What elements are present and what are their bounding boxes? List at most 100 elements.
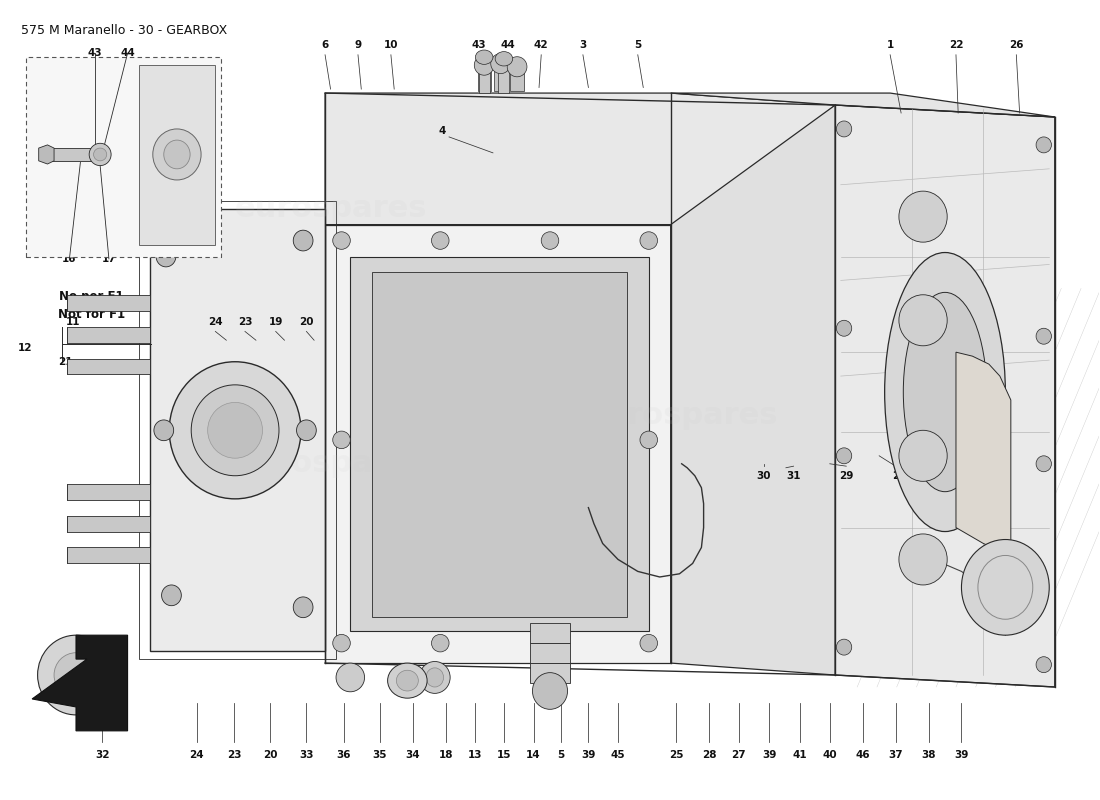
Polygon shape xyxy=(150,209,326,651)
Ellipse shape xyxy=(491,54,510,74)
Text: 28: 28 xyxy=(702,750,716,760)
Polygon shape xyxy=(67,484,150,500)
Text: eurospares: eurospares xyxy=(585,402,778,430)
Polygon shape xyxy=(835,105,1055,687)
Ellipse shape xyxy=(541,232,559,250)
Ellipse shape xyxy=(94,148,107,161)
Ellipse shape xyxy=(1036,328,1052,344)
Text: 43: 43 xyxy=(472,40,486,50)
Ellipse shape xyxy=(332,634,350,652)
Ellipse shape xyxy=(294,230,313,251)
Text: 39: 39 xyxy=(581,750,595,760)
Ellipse shape xyxy=(495,52,513,66)
Text: 15: 15 xyxy=(497,750,512,760)
Polygon shape xyxy=(326,225,671,663)
Ellipse shape xyxy=(396,670,418,691)
Polygon shape xyxy=(350,257,649,631)
Text: 13: 13 xyxy=(469,750,483,760)
Ellipse shape xyxy=(54,653,98,698)
Ellipse shape xyxy=(332,232,350,250)
Polygon shape xyxy=(530,623,570,643)
Text: 12: 12 xyxy=(19,343,33,353)
Text: 8: 8 xyxy=(939,470,946,481)
Ellipse shape xyxy=(37,635,114,715)
Polygon shape xyxy=(39,145,54,164)
Text: eurospares: eurospares xyxy=(234,450,427,478)
Ellipse shape xyxy=(836,320,851,336)
Ellipse shape xyxy=(899,430,947,482)
Text: 11: 11 xyxy=(66,317,80,327)
Text: 22: 22 xyxy=(948,40,964,50)
Text: 29: 29 xyxy=(839,470,854,481)
Ellipse shape xyxy=(836,639,851,655)
Text: 33: 33 xyxy=(299,750,314,760)
Ellipse shape xyxy=(836,448,851,464)
Polygon shape xyxy=(671,93,1055,117)
Text: 575 M Maranello - 30 - GEARBOX: 575 M Maranello - 30 - GEARBOX xyxy=(21,24,228,37)
Ellipse shape xyxy=(541,634,559,652)
Text: 26: 26 xyxy=(1009,40,1024,50)
Text: 4: 4 xyxy=(439,126,447,135)
Polygon shape xyxy=(530,643,570,663)
Text: 45: 45 xyxy=(610,750,625,760)
Polygon shape xyxy=(139,65,216,245)
Ellipse shape xyxy=(208,402,263,458)
Ellipse shape xyxy=(387,663,427,698)
Ellipse shape xyxy=(156,246,176,267)
Text: 39: 39 xyxy=(955,750,969,760)
Ellipse shape xyxy=(507,57,527,77)
Ellipse shape xyxy=(836,121,851,137)
Polygon shape xyxy=(67,358,150,374)
Polygon shape xyxy=(494,63,507,91)
Ellipse shape xyxy=(294,597,313,618)
Text: 19: 19 xyxy=(268,317,283,327)
Polygon shape xyxy=(498,58,509,93)
Text: 44: 44 xyxy=(120,48,135,58)
Ellipse shape xyxy=(1036,137,1052,153)
Text: 7: 7 xyxy=(986,470,992,481)
Ellipse shape xyxy=(191,385,279,476)
Text: 3: 3 xyxy=(580,40,586,50)
Text: 25: 25 xyxy=(669,750,683,760)
Text: 31: 31 xyxy=(786,470,801,481)
Polygon shape xyxy=(372,273,627,617)
Ellipse shape xyxy=(153,129,201,180)
Ellipse shape xyxy=(961,539,1049,635)
Ellipse shape xyxy=(532,673,568,710)
Text: 27: 27 xyxy=(732,750,746,760)
Text: 23: 23 xyxy=(238,317,252,327)
Ellipse shape xyxy=(899,534,947,585)
Ellipse shape xyxy=(475,50,493,64)
Text: 1: 1 xyxy=(887,40,894,50)
Ellipse shape xyxy=(640,232,658,250)
Ellipse shape xyxy=(884,253,1005,531)
Polygon shape xyxy=(67,515,150,531)
Text: 5: 5 xyxy=(558,750,564,760)
Text: eurospares: eurospares xyxy=(234,194,427,223)
Text: 2: 2 xyxy=(892,470,899,481)
Ellipse shape xyxy=(164,140,190,169)
Ellipse shape xyxy=(419,662,450,694)
Text: 40: 40 xyxy=(823,750,837,760)
Text: 24: 24 xyxy=(189,750,204,760)
Ellipse shape xyxy=(640,431,658,449)
Text: 20: 20 xyxy=(263,750,277,760)
Text: 34: 34 xyxy=(406,750,420,760)
Text: 43: 43 xyxy=(87,48,102,58)
Polygon shape xyxy=(67,294,150,310)
Text: 37: 37 xyxy=(889,750,903,760)
Polygon shape xyxy=(478,57,490,93)
Polygon shape xyxy=(47,148,95,161)
Text: 6: 6 xyxy=(321,40,329,50)
Polygon shape xyxy=(671,105,835,675)
Ellipse shape xyxy=(89,143,111,166)
Text: 42: 42 xyxy=(534,40,549,50)
Text: 36: 36 xyxy=(337,750,351,760)
Text: 16: 16 xyxy=(63,254,77,264)
Text: 30: 30 xyxy=(757,470,771,481)
Polygon shape xyxy=(530,663,570,683)
Text: 35: 35 xyxy=(373,750,387,760)
Ellipse shape xyxy=(899,191,947,242)
Polygon shape xyxy=(32,635,128,731)
Text: 24: 24 xyxy=(208,317,222,327)
